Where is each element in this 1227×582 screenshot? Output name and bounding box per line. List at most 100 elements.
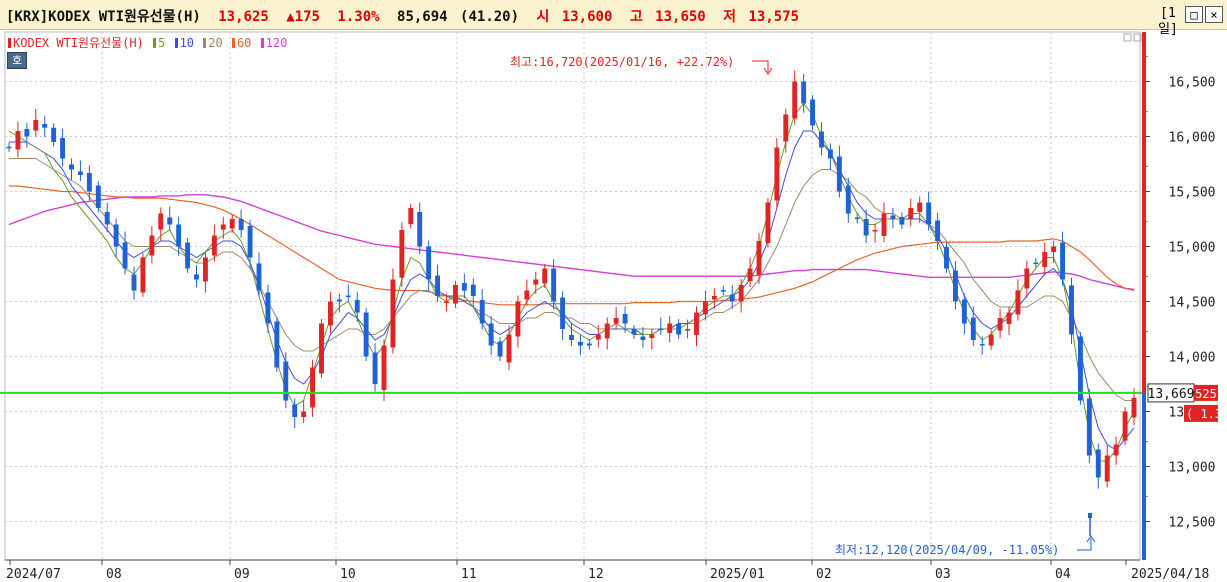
candle-body (167, 217, 173, 225)
candle-body (95, 185, 101, 208)
partial-price-text: 525 (1195, 387, 1217, 401)
pct-tag-text: ( 1.30%) (1186, 407, 1227, 421)
candle-body (354, 299, 360, 313)
candle-body (970, 317, 976, 340)
price-change: ▲175 (286, 9, 320, 25)
candle-body (497, 341, 503, 357)
ma60-marker (231, 38, 235, 48)
legend-ma60: 60 (236, 36, 252, 50)
candle-body (6, 146, 12, 149)
quote-summary: [KRX]KODEX WTI원유선물(H) 13,625 ▲175 1.30% … (6, 6, 808, 26)
x-tick-label: 08 (106, 567, 122, 582)
mini-close-icon (1133, 33, 1142, 42)
quote-badge[interactable]: 호 (7, 52, 27, 69)
candle-body (819, 131, 824, 148)
candle-body (1077, 336, 1083, 401)
candle-body (1006, 312, 1012, 324)
candle-body (542, 268, 548, 284)
candle-body (69, 164, 74, 170)
legend-ma20: 20 (208, 36, 223, 50)
candle-body (265, 292, 271, 324)
candle-body (390, 279, 396, 348)
candle-body (301, 411, 307, 417)
candle-body (747, 268, 753, 282)
title-bar: [KRX]KODEX WTI원유선물(H) 13,625 ▲175 1.30% … (0, 0, 1227, 37)
x-tick-label: 2024/07 (6, 567, 61, 582)
price-tag-box (1147, 383, 1195, 403)
candle-body (1042, 252, 1048, 267)
candle-body (738, 285, 744, 302)
candle-body (363, 312, 369, 357)
candle-body (256, 263, 262, 291)
down-range-bar (1142, 392, 1146, 560)
candle-body (149, 235, 155, 256)
candle-body (1024, 268, 1030, 289)
up-range-bar (1142, 32, 1146, 393)
candle-body (211, 235, 217, 256)
candle-body (283, 361, 289, 401)
candle-body (845, 185, 851, 214)
x-tick-label: 04 (1055, 567, 1071, 582)
legend-ma5: 5 (158, 36, 166, 50)
candle-body (801, 81, 807, 104)
candle-body (774, 147, 780, 201)
open-label: 시 (536, 9, 550, 25)
candle-body (908, 208, 914, 219)
candle-body (140, 257, 146, 293)
candle-body (702, 301, 708, 315)
candle-body (452, 285, 458, 304)
y-tick-label: 13,000 (1169, 461, 1216, 476)
maximize-icon[interactable]: □ (1185, 6, 1203, 23)
close-icon[interactable]: × (1205, 6, 1223, 23)
candle-body (694, 312, 699, 335)
candle-body (417, 211, 423, 247)
chart-legend: KODEX WTI원유선물(H) 5 10 20 60 120 (8, 34, 289, 51)
candle-body (586, 343, 592, 346)
candle-body (1122, 411, 1128, 441)
high-annotation-arrowhead (763, 67, 773, 75)
ma120-line (8, 194, 1135, 291)
candle-body (756, 241, 762, 275)
candle-body (1015, 290, 1021, 315)
plot-frame (4, 31, 1141, 561)
candle-body (274, 321, 280, 368)
candle-body (577, 341, 583, 346)
current-price: 13,625 (218, 9, 269, 25)
candle-body (77, 171, 83, 175)
candle-body (676, 323, 682, 335)
x-tick-label: 11 (461, 567, 477, 582)
candle-body (202, 257, 208, 282)
legend-ma10: 10 (179, 36, 195, 50)
candle-body (961, 299, 967, 324)
candle-body (595, 334, 601, 340)
candle-body (310, 367, 316, 408)
candle-body (86, 173, 92, 192)
candle-body (408, 208, 414, 225)
low-annotation-arrowhead (1086, 535, 1096, 543)
legend-ma120: 120 (265, 36, 288, 50)
price-tag-current: 13,669 (1147, 383, 1195, 403)
candle-body (685, 329, 691, 331)
x-tick-label: 12 (588, 567, 604, 582)
candle-body (765, 202, 771, 243)
candle-body (42, 123, 48, 128)
x-tick-label: 09 (234, 567, 250, 582)
candle-body (185, 242, 191, 269)
ma20-line (9, 158, 1134, 401)
candle-body (881, 213, 887, 236)
candle-body (649, 334, 655, 339)
candle-body (372, 352, 378, 384)
x-tick-label: 03 (935, 567, 951, 582)
period-button[interactable]: [1일] (1158, 6, 1178, 37)
low-label: 저 (723, 9, 737, 25)
candle-body (944, 246, 949, 269)
price-change-pct: 1.30% (337, 9, 380, 25)
candle-body (917, 202, 923, 212)
candle-body (238, 219, 244, 230)
candle-body (720, 290, 726, 292)
candle-body (836, 156, 842, 192)
candle-body (461, 283, 467, 291)
candle-body (979, 343, 985, 346)
y-tick-label: 13,500 (1169, 406, 1216, 421)
